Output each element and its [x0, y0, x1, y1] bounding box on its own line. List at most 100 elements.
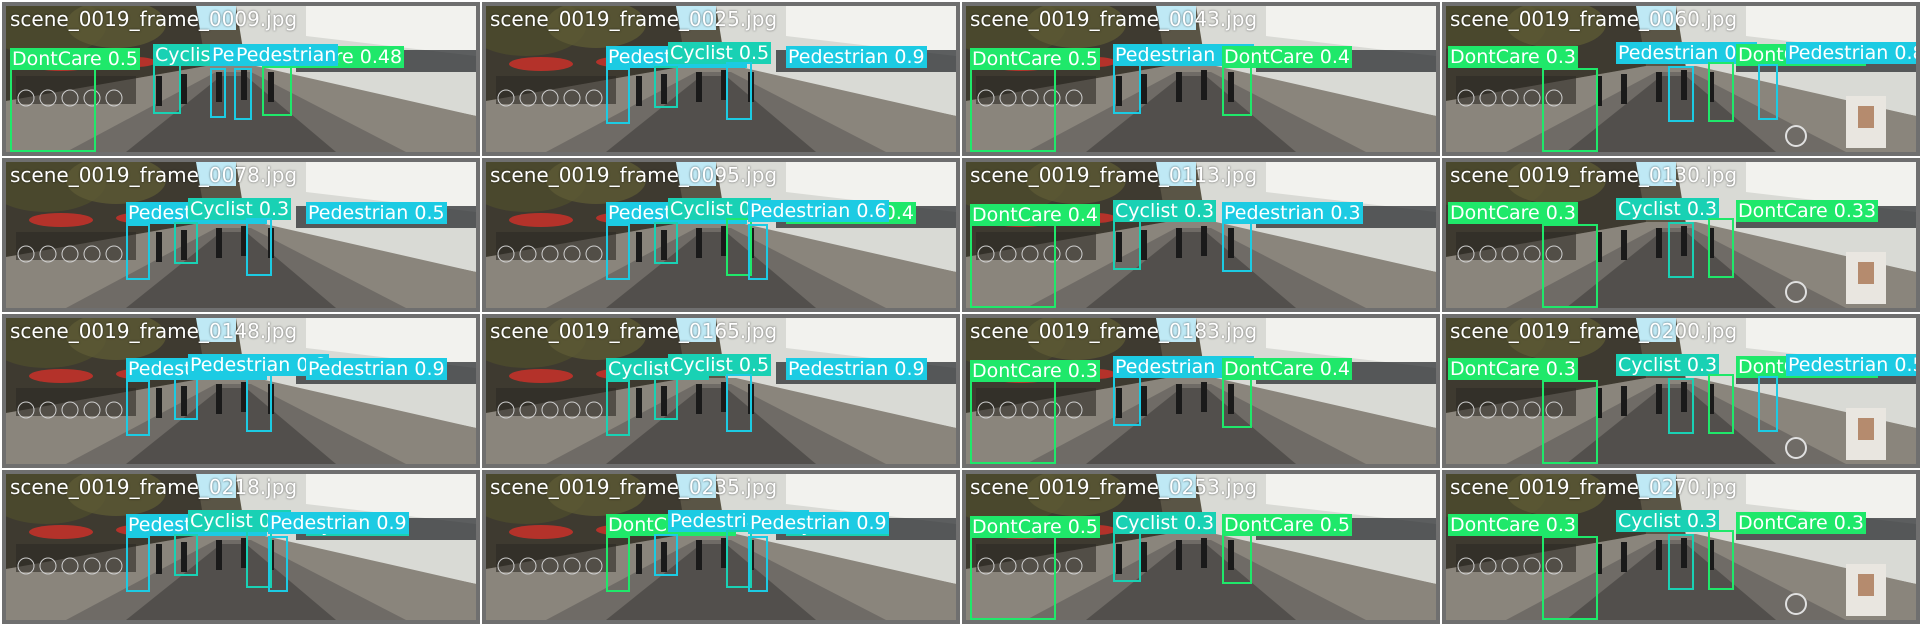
- street-scene-image: [1446, 6, 1916, 152]
- detection-label: Cyclist 0.3: [1616, 198, 1720, 220]
- frame-filename: scene_0019_frame_0183.jpg: [970, 319, 1258, 343]
- frame-tile: scene_0019_frame_0148.jpg Pedestrian 0.8P…: [2, 314, 480, 468]
- detection-label: Pedestrian 0.5: [306, 202, 447, 224]
- detection-box: [1758, 376, 1778, 432]
- detection-label: DontCare 0.5: [1222, 514, 1352, 536]
- detection-label: Pedestrian 0.6: [748, 200, 889, 222]
- frame-tile: scene_0019_frame_0078.jpg Pedestrian 0.5 C…: [2, 158, 480, 312]
- detection-label: Cyclist 0.3: [1616, 510, 1720, 532]
- frame-tile: scene_0019_frame_0130.jpg DontCare 0.3 Cyc…: [1442, 158, 1920, 312]
- detection-box: [1708, 218, 1734, 278]
- street-scene-image: [486, 162, 956, 308]
- frame-tile: scene_0019_frame_0183.jpg DontCare 0.3 Ped…: [962, 314, 1440, 468]
- detection-label: Cyclist 0.4: [188, 510, 292, 532]
- detection-box: [726, 218, 752, 276]
- detection-label: Cyclist 0.3: [1616, 354, 1720, 376]
- detection-label: DontCare 0.3: [1448, 514, 1578, 536]
- frame-filename: scene_0019_frame_0200.jpg: [1450, 319, 1738, 343]
- detection-box: [1668, 66, 1694, 122]
- street-scene-image: [966, 6, 1436, 152]
- detection-label: Cyclist 0.3: [1113, 512, 1217, 534]
- detection-box: [748, 536, 768, 592]
- detection-label: Cyclist 0.5: [668, 354, 772, 376]
- detection-label: Pedestrian 0.8: [1786, 42, 1916, 64]
- detection-label: DontCare 0.4: [970, 204, 1100, 226]
- detection-box: [606, 68, 630, 124]
- detection-label: Pedestrian 0.9: [748, 512, 889, 534]
- detection-label: Pedestrian 0.9: [786, 46, 927, 68]
- frame-tile: scene_0019_frame_0200.jpg DontCare 0.3 Cyc…: [1442, 314, 1920, 468]
- detection-label: DontCare 0.3: [1448, 358, 1578, 380]
- detection-box: [126, 536, 150, 592]
- frame-filename: scene_0019_frame_0078.jpg: [10, 163, 298, 187]
- frame-filename: scene_0019_frame_0113.jpg: [970, 163, 1258, 187]
- street-scene-image: [966, 162, 1436, 308]
- frame-filename: scene_0019_frame_0253.jpg: [970, 475, 1258, 499]
- detection-box: [126, 224, 150, 280]
- frame-filename: scene_0019_frame_0095.jpg: [490, 163, 778, 187]
- detection-box: [174, 222, 198, 264]
- detection-label: Pedestrian 0.9: [268, 512, 409, 534]
- detection-box: [234, 68, 252, 120]
- detection-label: Cyclist 0.3: [188, 198, 292, 220]
- detection-box: [1708, 374, 1734, 434]
- detection-box: [970, 372, 1056, 464]
- detection-box: [1542, 224, 1598, 308]
- detection-label: DontCare 0.5: [970, 516, 1100, 538]
- detection-label: DontCare 0.4: [1222, 358, 1352, 380]
- frame-filename: scene_0019_frame_0009.jpg: [10, 7, 298, 31]
- frame-tile: scene_0019_frame_0060.jpg DontCare 0.3 Ped…: [1442, 2, 1920, 156]
- detection-label: Pedestrian 0.3: [1222, 202, 1363, 224]
- detection-box: [246, 374, 272, 432]
- detection-box: [606, 224, 630, 280]
- detection-label: DontCare 0.3: [1448, 202, 1578, 224]
- street-scene-image: [486, 6, 956, 152]
- detection-label: Pedestrian 0.3: [1113, 44, 1254, 66]
- frame-filename: scene_0019_frame_0218.jpg: [10, 475, 298, 499]
- detection-label: DontCare 0.3: [970, 360, 1100, 382]
- detection-box: [246, 530, 272, 588]
- frame-filename: scene_0019_frame_0060.jpg: [1450, 7, 1738, 31]
- detection-box: [970, 216, 1056, 308]
- detection-box: [654, 378, 678, 420]
- frame-filename: scene_0019_frame_0043.jpg: [970, 7, 1258, 31]
- frame-filename: scene_0019_frame_0270.jpg: [1450, 475, 1738, 499]
- detection-box: [174, 378, 198, 420]
- street-scene-image: [1446, 162, 1916, 308]
- detection-box: [1668, 378, 1694, 434]
- detection-label: Cyclist 0.5: [668, 42, 772, 64]
- detection-label: DontCare 0.33: [1736, 200, 1879, 222]
- detection-box: [1758, 64, 1778, 120]
- frame-tile: scene_0019_frame_0253.jpg DontCare 0.5 Cyc…: [962, 470, 1440, 624]
- frame-tile: scene_0019_frame_0270.jpg DontCare 0.3 Cyc…: [1442, 470, 1920, 624]
- frame-filename: scene_0019_frame_0235.jpg: [490, 475, 778, 499]
- detection-box: [654, 534, 678, 576]
- street-scene-image: [6, 474, 476, 620]
- detection-box: [246, 218, 272, 276]
- frame-tile: scene_0019_frame_0165.jpg Cyclist 0.5 Cycl…: [482, 314, 960, 468]
- detection-label: Pedestrian 0.5: [1786, 354, 1916, 376]
- frame-filename: scene_0019_frame_0025.jpg: [490, 7, 778, 31]
- detection-box: [1708, 530, 1734, 590]
- detection-box: [654, 222, 678, 264]
- detection-box: [726, 374, 752, 432]
- detection-box: [1668, 534, 1694, 590]
- detection-box: [1708, 62, 1734, 122]
- detection-label: DontCare 0.4: [1222, 46, 1352, 68]
- detection-box: [1668, 222, 1694, 278]
- detection-label: DontCare 0.3: [1448, 46, 1578, 68]
- detection-box: [174, 534, 198, 576]
- detection-label: Pedestrian: [234, 44, 339, 66]
- frame-tile: scene_0019_frame_0113.jpg DontCare 0.4 Cyc…: [962, 158, 1440, 312]
- detection-box: [726, 530, 752, 588]
- frame-tile: scene_0019_frame_0043.jpg DontCare 0.5 Ped…: [962, 2, 1440, 156]
- detection-label: Pedestrian 0.9: [786, 358, 927, 380]
- detection-box: [10, 60, 96, 152]
- street-scene-image: [1446, 474, 1916, 620]
- street-scene-image: [1446, 318, 1916, 464]
- detection-label: DontCare 0.5: [970, 48, 1100, 70]
